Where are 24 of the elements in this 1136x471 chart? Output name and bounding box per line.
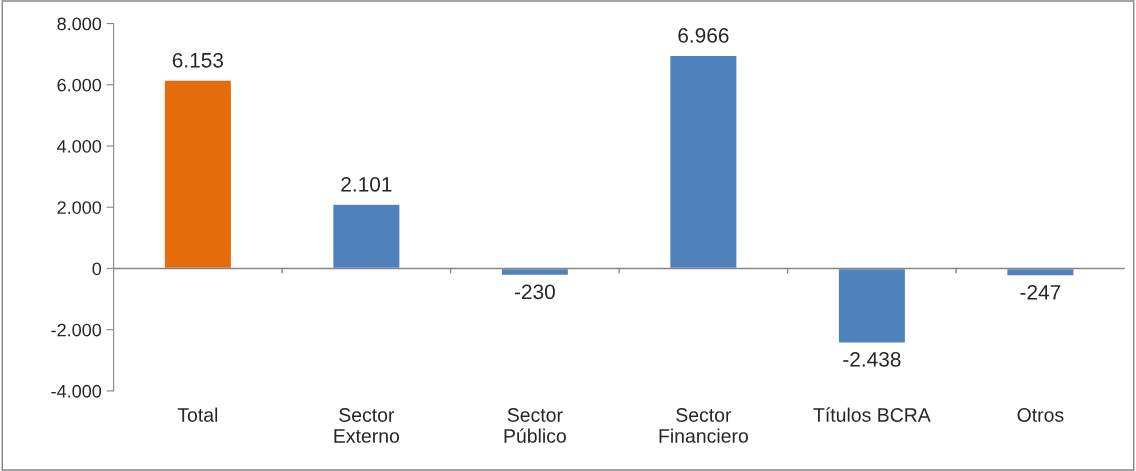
x-tick-label: Otros	[1017, 408, 1064, 422]
x-tick-label: Sector Financiero	[659, 408, 748, 443]
bar	[837, 267, 907, 344]
data-label: 2.101	[341, 176, 392, 192]
data-label: 6.966	[678, 28, 729, 43]
y-tick-label: 0	[92, 262, 102, 276]
x-tick-label: Títulos BCRA	[813, 407, 931, 422]
y-tick-label: 2.000	[57, 201, 102, 214]
x-tick-label: Sector Externo	[334, 408, 400, 443]
y-tick-label: -2.000	[51, 323, 102, 337]
y-tick-label: 6.000	[57, 78, 102, 92]
y-tick-label: 4.000	[57, 139, 102, 153]
x-tick-label: Sector Público	[504, 408, 566, 443]
data-label: 6.153	[172, 52, 224, 68]
y-tick-label: 8.000	[57, 17, 102, 31]
x-tick-label: Total	[177, 407, 218, 422]
bar	[668, 54, 738, 270]
y-tick-label: -4.000	[51, 384, 102, 398]
data-label: -247	[1020, 284, 1061, 300]
bar	[331, 203, 401, 270]
data-label: -2.438	[843, 351, 901, 367]
data-label: -230	[514, 284, 555, 300]
bar	[163, 79, 233, 270]
bar	[1005, 267, 1075, 277]
